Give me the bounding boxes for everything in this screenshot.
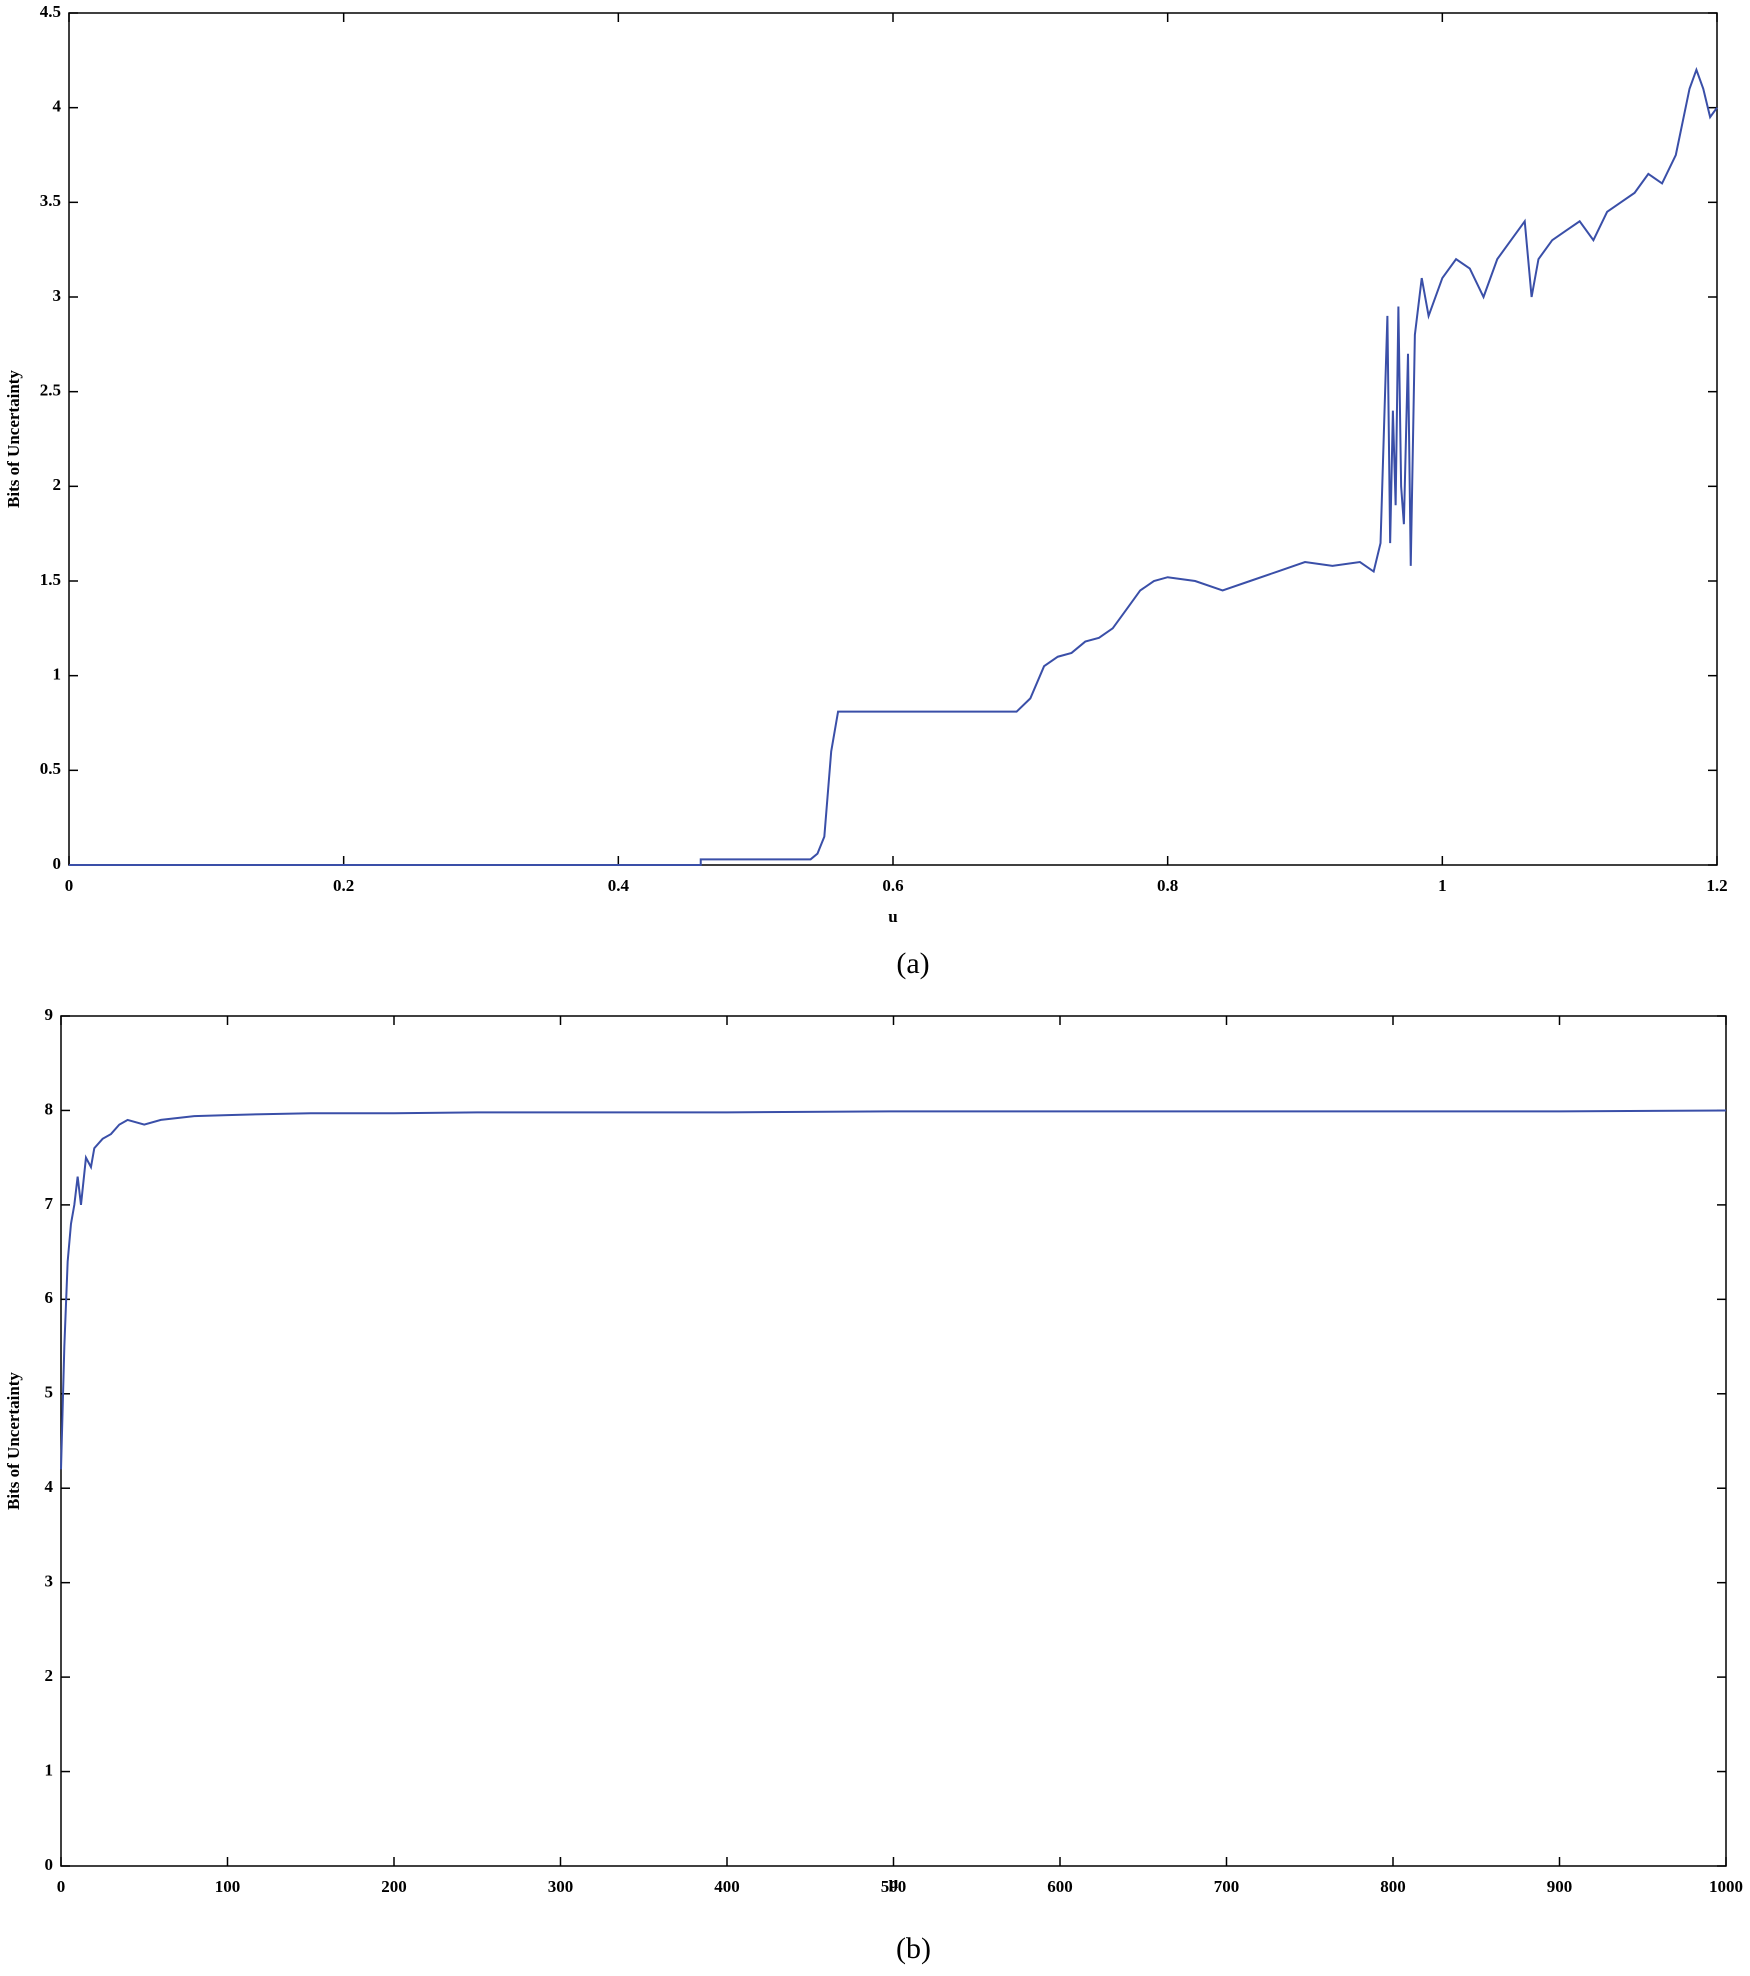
y-tick-label: 2 bbox=[53, 475, 62, 494]
y-tick-label: 3.5 bbox=[40, 191, 61, 210]
y-tick-label: 1 bbox=[53, 665, 62, 684]
data-line bbox=[69, 66, 1718, 866]
y-tick-label: 6 bbox=[45, 1288, 54, 1307]
y-axis-label: Bits of Uncertainty bbox=[4, 370, 23, 508]
x-tick-label: 600 bbox=[1047, 1877, 1073, 1896]
y-tick-label: 4.5 bbox=[40, 2, 61, 21]
plot-frame bbox=[68, 12, 1718, 866]
y-tick-label: 0.5 bbox=[40, 759, 61, 778]
y-tick-label: 1.5 bbox=[40, 570, 61, 589]
x-tick-label: 400 bbox=[714, 1877, 740, 1896]
y-tick-label: 3 bbox=[53, 286, 62, 305]
caption: (a) bbox=[896, 947, 929, 980]
x-tick-label: 0.8 bbox=[1157, 876, 1178, 895]
y-tick-label: 0 bbox=[45, 1855, 54, 1874]
x-tick-label: 0 bbox=[57, 1877, 66, 1896]
y-tick-label: 2 bbox=[45, 1666, 54, 1685]
x-tick-label: 1 bbox=[1438, 876, 1447, 895]
x-tick-label: 800 bbox=[1380, 1877, 1406, 1896]
x-tick-label: 0.2 bbox=[333, 876, 354, 895]
y-tick-label: 8 bbox=[45, 1099, 54, 1118]
x-tick-label: 200 bbox=[381, 1877, 407, 1896]
x-axis-label: μ bbox=[889, 1873, 899, 1892]
y-tick-label: 7 bbox=[45, 1194, 54, 1213]
x-tick-label: 500 bbox=[881, 1877, 907, 1896]
x-tick-label: 1000 bbox=[1709, 1877, 1743, 1896]
y-tick-label: 2.5 bbox=[40, 381, 61, 400]
y-axis-label: Bits of Uncertainty bbox=[4, 1372, 23, 1510]
x-tick-label: 0 bbox=[65, 876, 74, 895]
x-tick-label: 300 bbox=[548, 1877, 574, 1896]
x-tick-label: 700 bbox=[1214, 1877, 1240, 1896]
y-tick-label: 4 bbox=[53, 97, 62, 116]
x-axis-label: u bbox=[888, 907, 897, 926]
x-tick-label: 900 bbox=[1547, 1877, 1573, 1896]
y-tick-label: 3 bbox=[45, 1572, 54, 1591]
y-tick-label: 1 bbox=[45, 1760, 54, 1779]
x-tick-label: 100 bbox=[215, 1877, 241, 1896]
data-line bbox=[60, 1109, 1727, 1470]
y-tick-label: 0 bbox=[53, 854, 62, 873]
x-tick-label: 0.6 bbox=[882, 876, 903, 895]
x-tick-label: 1.2 bbox=[1706, 876, 1727, 895]
y-tick-label: 4 bbox=[45, 1477, 54, 1496]
caption: (b) bbox=[896, 1932, 931, 1965]
y-tick-label: 5 bbox=[45, 1383, 54, 1402]
plot-frame bbox=[60, 1015, 1727, 1867]
y-tick-label: 9 bbox=[45, 1005, 54, 1024]
x-tick-label: 0.4 bbox=[608, 876, 630, 895]
